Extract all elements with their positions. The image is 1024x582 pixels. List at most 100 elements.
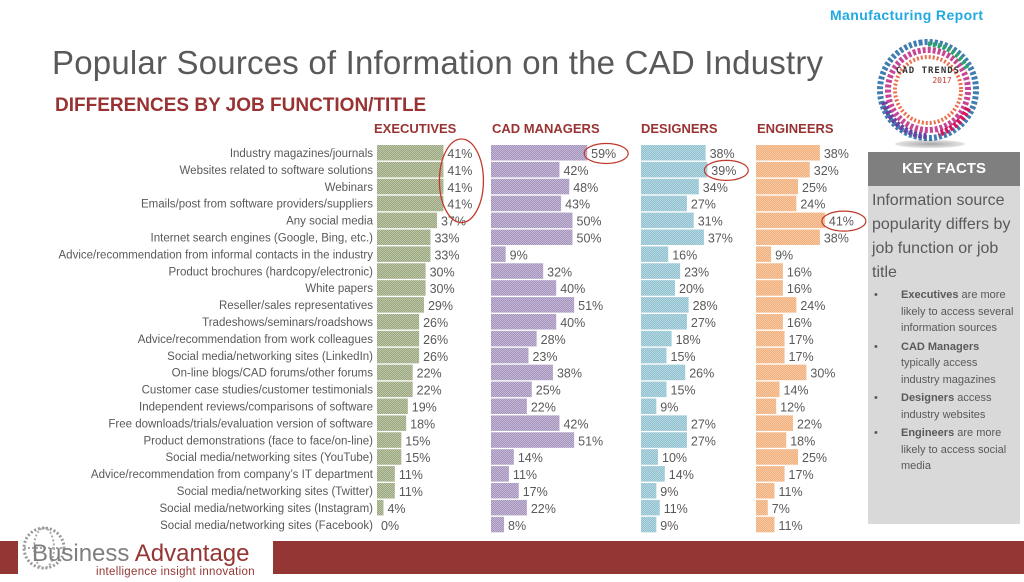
value-label: 41% <box>447 147 472 161</box>
bar-texture <box>641 280 675 296</box>
value-label: 28% <box>693 299 718 313</box>
value-label: 33% <box>434 248 459 262</box>
bar-texture <box>756 178 798 195</box>
value-label: 14% <box>784 384 809 398</box>
value-label: 9% <box>660 485 678 499</box>
category-label: Advice/recommendation from company’s IT … <box>91 469 374 481</box>
category-label: Any social media <box>286 216 374 228</box>
bar-texture <box>377 161 444 178</box>
bar-texture <box>377 297 424 313</box>
bar-texture <box>756 280 783 296</box>
value-label: 11% <box>399 468 423 482</box>
value-label: 28% <box>541 333 566 347</box>
value-label: 51% <box>578 434 603 448</box>
bar-texture <box>377 229 431 245</box>
brand-name-part2: Advantage <box>134 540 250 567</box>
value-label: 27% <box>691 198 716 212</box>
value-label: 26% <box>689 367 714 381</box>
key-fact-item: • Executives are more likely to access se… <box>874 287 1016 337</box>
key-fact-role: Executives <box>901 289 959 301</box>
value-label: 4% <box>387 502 405 516</box>
bar-texture <box>377 398 408 414</box>
value-label: 8% <box>508 519 526 533</box>
value-label: 42% <box>563 164 588 178</box>
category-label: Websites related to software solutions <box>180 165 374 177</box>
category-label: White papers <box>305 283 373 295</box>
value-label: 11% <box>513 468 537 482</box>
bar-texture <box>377 178 444 195</box>
value-label: 38% <box>557 367 582 381</box>
value-label: 22% <box>531 401 556 415</box>
value-label: 51% <box>578 299 603 313</box>
key-fact-text: are more likely to access social media <box>901 427 1007 472</box>
value-label: 11% <box>399 485 423 499</box>
logo-shadow <box>895 140 965 148</box>
category-label: On-line blogs/CAD forums/other forums <box>172 368 374 380</box>
bar-texture <box>377 449 402 465</box>
value-label: 27% <box>691 417 716 431</box>
bar-texture <box>491 212 573 229</box>
bar-texture <box>377 263 426 279</box>
chart-subtitle: DIFFERENCES BY JOB FUNCTION/TITLE <box>55 95 427 116</box>
key-facts-list: • Executives are more likely to access se… <box>868 285 1020 475</box>
key-fact-item: • Designers access industry websites <box>874 390 1016 423</box>
value-label: 15% <box>671 350 696 364</box>
brand-name: Business Advantage <box>32 540 250 568</box>
highlight-circle <box>821 210 867 232</box>
value-label: 32% <box>547 265 572 279</box>
value-label: 19% <box>412 401 437 415</box>
bar-texture <box>377 415 407 431</box>
bar-texture <box>491 466 509 482</box>
bar-texture <box>491 330 537 347</box>
value-label: 15% <box>405 434 430 448</box>
bar-texture <box>641 499 660 516</box>
bar-texture <box>491 483 519 499</box>
bar-texture <box>377 499 384 516</box>
bar-texture <box>491 263 544 279</box>
footer-bar-right <box>273 541 1024 574</box>
page-title: Popular Sources of Information on the CA… <box>52 44 824 81</box>
bar-texture <box>641 297 689 313</box>
value-label: 43% <box>565 198 590 212</box>
value-label: 22% <box>531 502 556 516</box>
value-label: 59% <box>591 147 616 161</box>
value-label: 18% <box>790 434 815 448</box>
value-label: 18% <box>676 333 701 347</box>
value-label: 23% <box>532 350 557 364</box>
bar-texture <box>756 161 810 178</box>
key-fact-text: access industry websites <box>901 392 992 421</box>
bullet-icon: • <box>874 427 878 439</box>
bar-texture <box>756 246 772 262</box>
value-label: 15% <box>671 384 696 398</box>
value-label: 37% <box>708 232 733 246</box>
column-header-designers: DESIGNERS <box>641 121 718 136</box>
bar-texture <box>377 432 402 448</box>
value-label: 11% <box>778 519 802 533</box>
bar-texture <box>756 415 793 431</box>
key-facts-panel: KEY FACTS Information source popularity … <box>868 152 1020 524</box>
value-label: 25% <box>802 451 827 465</box>
bullet-icon: • <box>874 289 878 301</box>
bar-texture <box>641 364 686 381</box>
bar-texture <box>641 246 669 262</box>
value-label: 25% <box>536 384 561 398</box>
value-label: 16% <box>672 248 697 262</box>
logo-text: CAD TRENDS <box>895 66 961 76</box>
value-label: 14% <box>518 451 543 465</box>
value-label: 10% <box>662 451 687 465</box>
bar-texture <box>756 145 820 161</box>
bar-texture <box>641 212 694 229</box>
bar-texture <box>756 499 768 516</box>
value-label: 23% <box>684 265 709 279</box>
bar-texture <box>756 195 797 212</box>
value-label: 17% <box>789 468 814 482</box>
bar-texture <box>641 161 708 178</box>
value-label: 17% <box>789 350 814 364</box>
key-fact-item: • CAD Managers typically access industry … <box>874 339 1016 389</box>
value-label: 30% <box>810 367 835 381</box>
value-label: 29% <box>428 299 453 313</box>
category-label: Social media/networking sites (YouTube) <box>165 452 373 464</box>
bar-texture <box>491 178 570 195</box>
bar-texture <box>491 145 588 161</box>
